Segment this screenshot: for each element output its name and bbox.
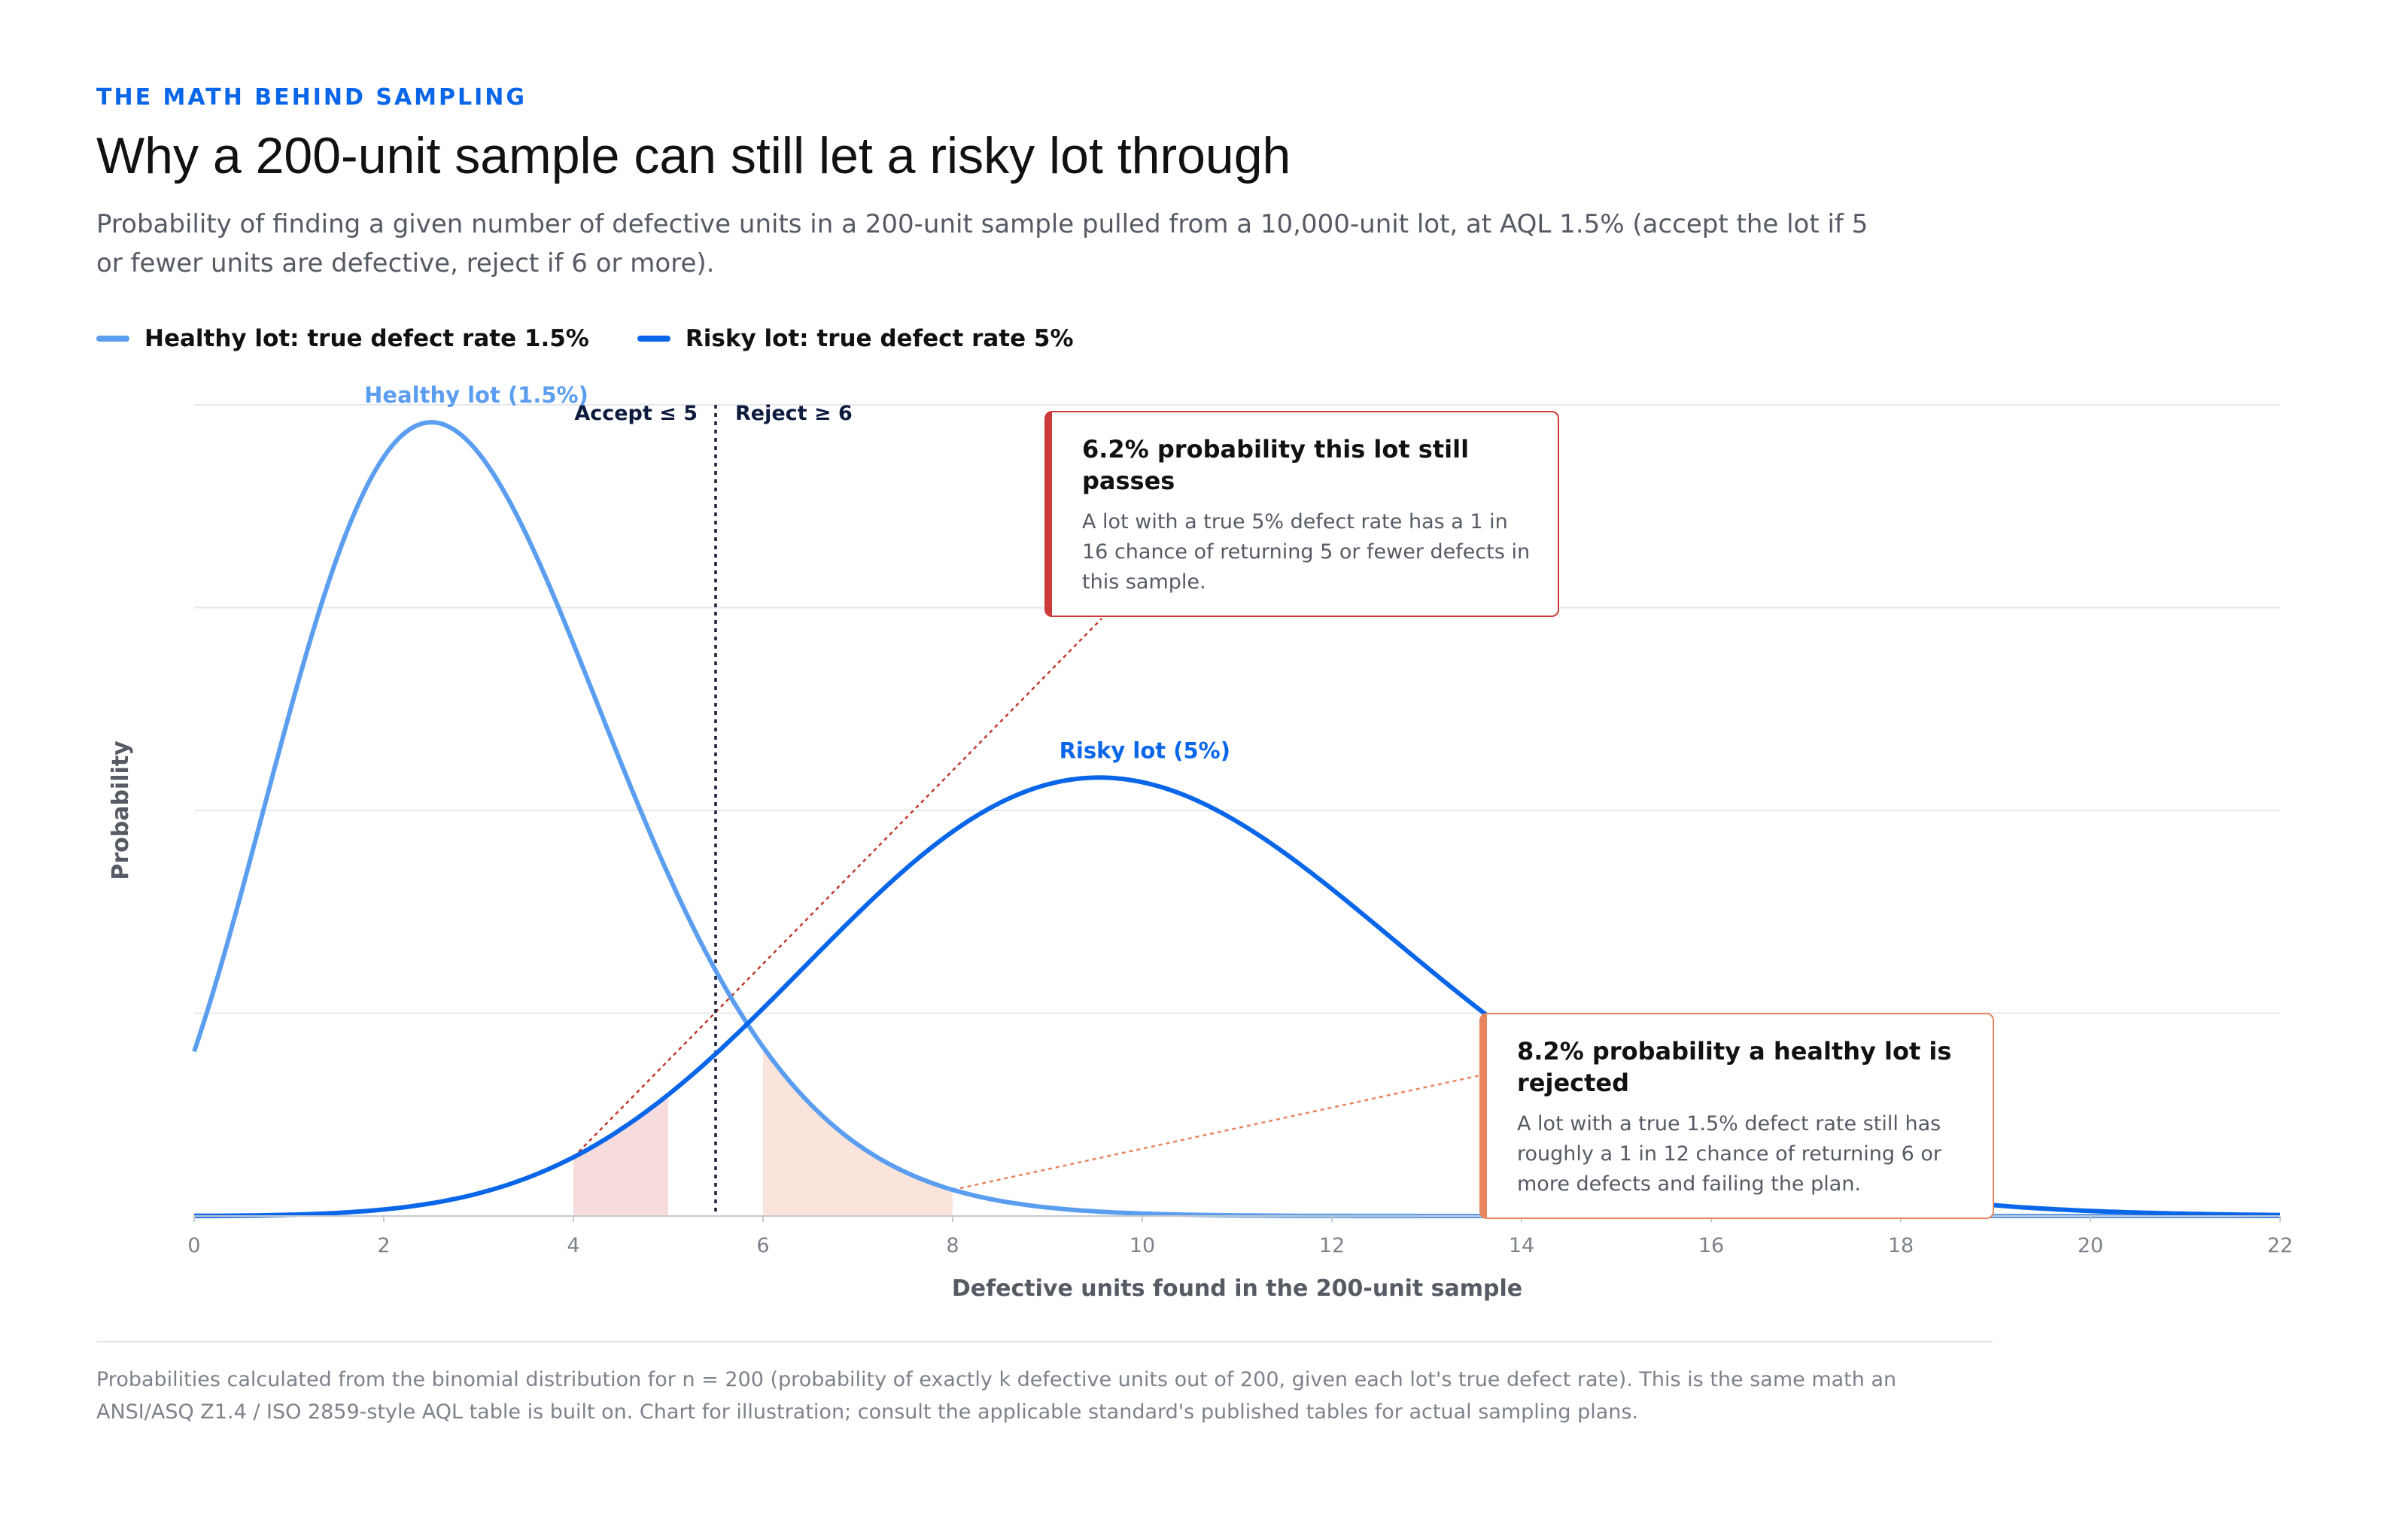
x-tick-label: 22 bbox=[2267, 1234, 2293, 1257]
leader-line-healthy bbox=[952, 1073, 1485, 1191]
x-tick-label: 4 bbox=[567, 1234, 579, 1257]
legend-item-risky: Risky lot: true defect rate 5% bbox=[637, 325, 1074, 352]
legend-swatch-risky bbox=[637, 336, 670, 342]
x-tick-label: 2 bbox=[377, 1234, 390, 1257]
eyebrow-label: THE MATH BEHIND SAMPLING bbox=[96, 84, 528, 111]
x-tick-label: 16 bbox=[1698, 1234, 1724, 1257]
callout-risky-title: 6.2% probability this lot still passes bbox=[1082, 435, 1470, 495]
risky-accept-tail bbox=[573, 1094, 668, 1216]
x-tick-label: 20 bbox=[2078, 1234, 2103, 1257]
x-tick-label: 14 bbox=[1509, 1234, 1534, 1257]
callout-healthy-title: 8.2% probability a healthy lot is reject… bbox=[1517, 1037, 1952, 1097]
accept-label: Accept ≤ 5 bbox=[574, 402, 698, 425]
x-tick-label: 12 bbox=[1319, 1234, 1345, 1257]
callout-healthy-reject: 8.2% probability a healthy lot is reject… bbox=[1479, 1013, 1994, 1219]
legend-label-healthy: Healthy lot: true defect rate 1.5% bbox=[144, 325, 589, 352]
callout-risky-pass: 6.2% probability this lot still passes A… bbox=[1044, 411, 1559, 617]
chart-legend: Healthy lot: true defect rate 1.5% Risky… bbox=[96, 325, 1122, 352]
callout-healthy-body: A lot with a true 1.5% defect rate still… bbox=[1517, 1112, 1942, 1196]
page-title: Why a 200-unit sample can still let a ri… bbox=[96, 127, 1291, 184]
footer-divider bbox=[96, 1341, 1993, 1342]
x-tick-label: 18 bbox=[1888, 1234, 1914, 1257]
reject-label: Reject ≥ 6 bbox=[735, 402, 853, 425]
axes: 0 2 4 6 8 10 12 14 16 18 20 22 Defective units found… bbox=[108, 740, 2293, 1302]
footnote: Probabilities calculated from the binomi… bbox=[96, 1368, 1897, 1424]
y-axis-title: Probability bbox=[108, 740, 134, 880]
x-tick-label: 10 bbox=[1130, 1234, 1155, 1257]
risky-curve-label: Risky lot (5%) bbox=[1060, 737, 1230, 763]
callout-leader-lines bbox=[573, 618, 1485, 1191]
threshold-marker: Accept ≤ 5 Reject ≥ 6 bbox=[574, 402, 853, 1216]
callout-risky-body: A lot with a true 5% defect rate has a 1… bbox=[1082, 510, 1531, 594]
tail-shading bbox=[573, 1047, 953, 1216]
x-tick-label: 6 bbox=[756, 1234, 769, 1257]
legend-swatch-healthy bbox=[96, 336, 129, 342]
leader-line-risky bbox=[573, 618, 1102, 1158]
series-labels: Healthy lot (1.5%) Risky lot (5%) bbox=[364, 382, 1230, 763]
healthy-reject-tail bbox=[763, 1047, 953, 1216]
x-tick-label: 0 bbox=[187, 1234, 200, 1257]
x-axis-title: Defective units found in the 200-unit sa… bbox=[952, 1275, 1522, 1302]
x-tick-label: 8 bbox=[946, 1234, 959, 1257]
healthy-curve-label: Healthy lot (1.5%) bbox=[364, 382, 588, 408]
page-subtitle: Probability of finding a given number of… bbox=[96, 209, 1868, 278]
legend-item-healthy: Healthy lot: true defect rate 1.5% bbox=[96, 325, 589, 352]
legend-label-risky: Risky lot: true defect rate 5% bbox=[685, 325, 1074, 352]
